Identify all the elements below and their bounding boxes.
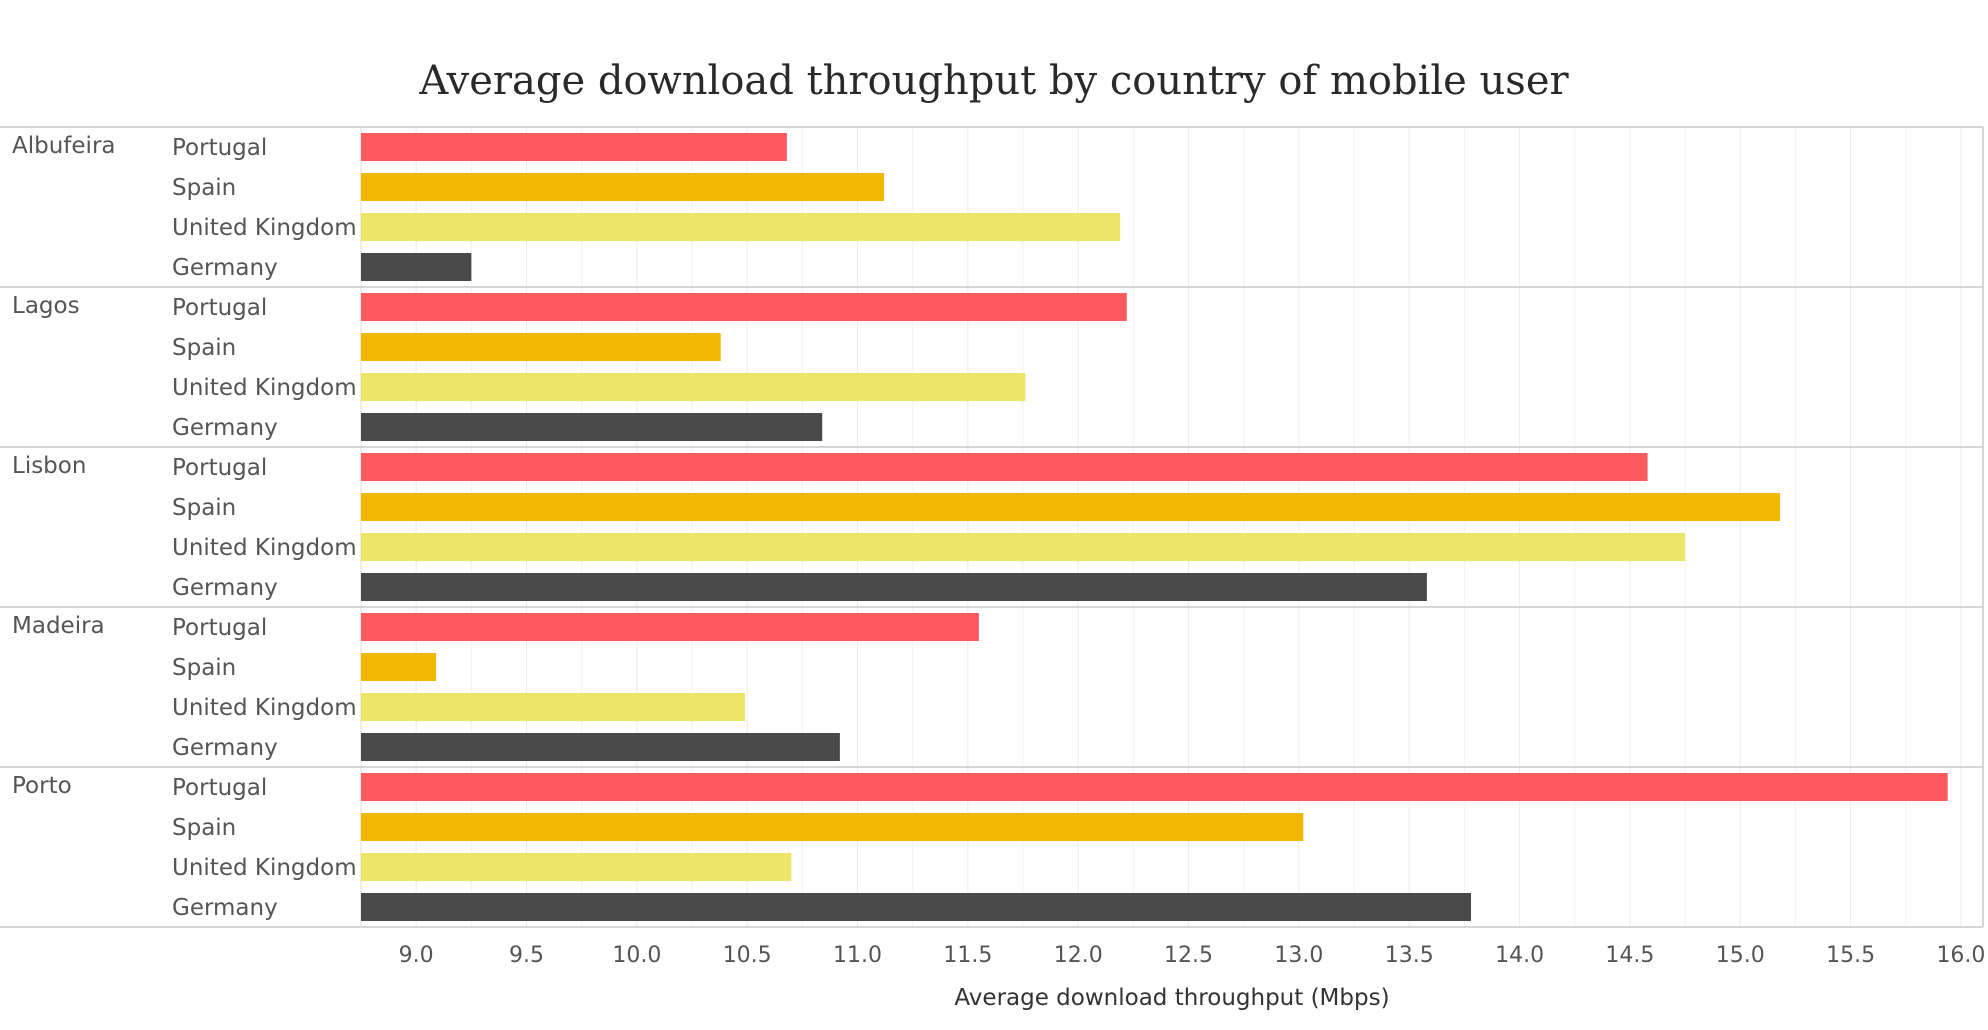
- x-tick-label: 13.5: [1385, 943, 1434, 968]
- x-tick-label: 15.5: [1826, 943, 1875, 968]
- bar-lagos-spain: [361, 333, 721, 361]
- x-tick-label: 15.0: [1716, 943, 1765, 968]
- group-label-lisbon: Lisbon: [12, 453, 86, 479]
- category-label: Spain: [172, 175, 236, 201]
- bar-madeira-spain: [361, 653, 437, 681]
- gridlines: [415, 127, 1962, 927]
- group-label-madeira: Madeira: [12, 613, 105, 639]
- x-tick-label: 14.0: [1495, 943, 1544, 968]
- bar-porto-portugal: [361, 773, 1948, 801]
- bars: [361, 133, 1948, 921]
- bar-lagos-germany: [361, 413, 823, 441]
- category-label: Portugal: [172, 135, 267, 161]
- x-tick-label: 10.0: [612, 943, 661, 968]
- category-label: Portugal: [172, 775, 267, 801]
- category-label: United Kingdom: [172, 855, 357, 881]
- bar-albufeira-spain: [361, 173, 885, 201]
- x-tick-label: 11.5: [943, 943, 992, 968]
- x-axis-ticks: 9.0 9.5 10.0 10.5 11.0 11.5 12.0 12.5 13.0 13.5 14…: [399, 943, 1986, 968]
- x-tick-label: 10.5: [723, 943, 772, 968]
- category-label: United Kingdom: [172, 375, 357, 401]
- bar-lagos-united-kingdom: [361, 373, 1026, 401]
- bar-lisbon-united-kingdom: [361, 533, 1686, 561]
- category-label: Germany: [172, 895, 278, 921]
- x-tick-label: 9.5: [509, 943, 544, 968]
- bar-lisbon-spain: [361, 493, 1780, 521]
- category-label: Spain: [172, 815, 236, 841]
- category-label: Portugal: [172, 615, 267, 641]
- x-tick-label: 11.0: [833, 943, 882, 968]
- category-label: Portugal: [172, 295, 267, 321]
- bar-madeira-portugal: [361, 613, 979, 641]
- category-label: Portugal: [172, 455, 267, 481]
- bar-madeira-united-kingdom: [361, 693, 745, 721]
- category-label: Germany: [172, 255, 278, 281]
- category-label: United Kingdom: [172, 535, 357, 561]
- bar-albufeira-united-kingdom: [361, 213, 1121, 241]
- category-label: Germany: [172, 415, 278, 441]
- category-label: Spain: [172, 335, 236, 361]
- bar-porto-united-kingdom: [361, 853, 792, 881]
- x-tick-label: 16.0: [1936, 943, 1985, 968]
- bar-albufeira-portugal: [361, 133, 787, 161]
- category-label: Spain: [172, 495, 236, 521]
- category-label: United Kingdom: [172, 695, 357, 721]
- x-tick-label: 9.0: [399, 943, 434, 968]
- bar-lagos-portugal: [361, 293, 1127, 321]
- category-label: United Kingdom: [172, 215, 357, 241]
- x-tick-label: 12.5: [1164, 943, 1213, 968]
- x-axis-title: Average download throughput (Mbps): [954, 985, 1389, 1011]
- group-label-albufeira: Albufeira: [12, 133, 116, 159]
- x-tick-label: 12.0: [1054, 943, 1103, 968]
- bar-porto-germany: [361, 893, 1472, 921]
- group-label-porto: Porto: [12, 773, 72, 799]
- x-tick-label: 14.5: [1605, 943, 1654, 968]
- bar-madeira-germany: [361, 733, 840, 761]
- group-label-lagos: Lagos: [12, 293, 80, 319]
- x-tick-label: 13.0: [1274, 943, 1323, 968]
- category-label: Germany: [172, 575, 278, 601]
- bar-lisbon-portugal: [361, 453, 1648, 481]
- category-label: Germany: [172, 735, 278, 761]
- labels: Albufeira Portugal Spain United Kingdom Germ…: [12, 133, 357, 921]
- chart-title: Average download throughput by country o…: [419, 58, 1569, 104]
- bar-porto-spain: [361, 813, 1304, 841]
- chart-frame: [0, 126, 1984, 928]
- bar-lisbon-germany: [361, 573, 1427, 601]
- category-label: Spain: [172, 655, 236, 681]
- bar-albufeira-germany: [361, 253, 472, 281]
